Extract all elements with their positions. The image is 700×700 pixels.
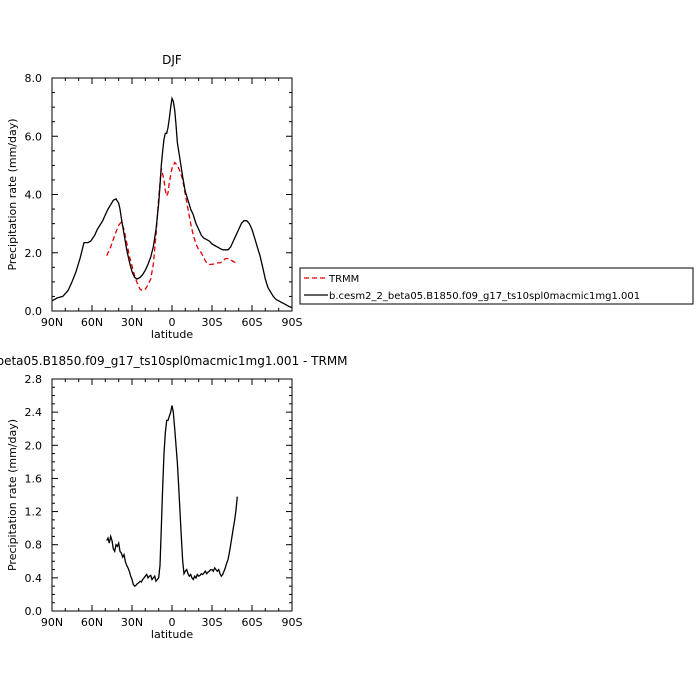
x-tick-label: 90N [41, 316, 63, 329]
legend: TRMM b.cesm2_2_beta05.B1850.f09_g17_ts10s… [299, 267, 694, 305]
panel-title: DJF [162, 53, 182, 67]
y-tick-label: 0.0 [25, 305, 43, 318]
y-tick-label: 2.4 [25, 406, 43, 419]
series-line [106, 405, 238, 587]
series-line [51, 96, 293, 309]
series-line [106, 161, 238, 292]
y-tick-label: 6.0 [25, 130, 43, 143]
x-tick-label: 60S [242, 616, 263, 629]
x-tick-label: 30S [202, 316, 223, 329]
x-tick-label: 30S [202, 616, 223, 629]
x-tick-label: 60N [81, 616, 103, 629]
legend-box [299, 267, 694, 305]
x-tick-label: 90N [41, 616, 63, 629]
plot-frame [51, 77, 293, 312]
plot-frame [51, 378, 293, 612]
x-tick-label: 0 [169, 616, 176, 629]
x-tick-label: 90S [282, 316, 303, 329]
y-tick-label: 0.0 [25, 605, 43, 618]
panel-title: beta05.B1850.f09_g17_ts10spl0macmic1mg1.… [0, 354, 348, 368]
y-tick-label: 1.2 [25, 506, 43, 519]
y-tick-label: 0.8 [25, 539, 43, 552]
x-axis-title: latitude [151, 628, 193, 641]
y-axis-title: Precipitation rate (mm/day) [6, 419, 19, 571]
y-tick-label: 2.8 [25, 373, 43, 386]
y-tick-label: 0.4 [25, 572, 43, 585]
y-tick-label: 8.0 [25, 72, 43, 85]
panel-difference: beta05.B1850.f09_g17_ts10spl0macmic1mg1.… [0, 354, 348, 641]
x-tick-label: 60N [81, 316, 103, 329]
x-tick-label: 30N [121, 616, 143, 629]
x-tick-label: 90S [282, 616, 303, 629]
panel-zonal-mean: DJF 90N 60N 30N 0 30S 60S 90S 0.0 2.0 4.0 6.0 8.0 lat… [6, 53, 303, 341]
x-tick-label: 0 [169, 316, 176, 329]
y-axis-title: Precipitation rate (mm/day) [6, 118, 19, 270]
legend-label: TRMM [328, 274, 359, 285]
y-tick-label: 2.0 [25, 439, 43, 452]
x-tick-label: 30N [121, 316, 143, 329]
x-axis-title: latitude [151, 328, 193, 341]
legend-label: b.cesm2_2_beta05.B1850.f09_g17_ts10spl0m… [329, 291, 640, 302]
y-tick-label: 1.6 [25, 472, 43, 485]
y-tick-label: 2.0 [25, 247, 43, 260]
x-tick-label: 60S [242, 316, 263, 329]
y-tick-label: 4.0 [25, 189, 43, 202]
